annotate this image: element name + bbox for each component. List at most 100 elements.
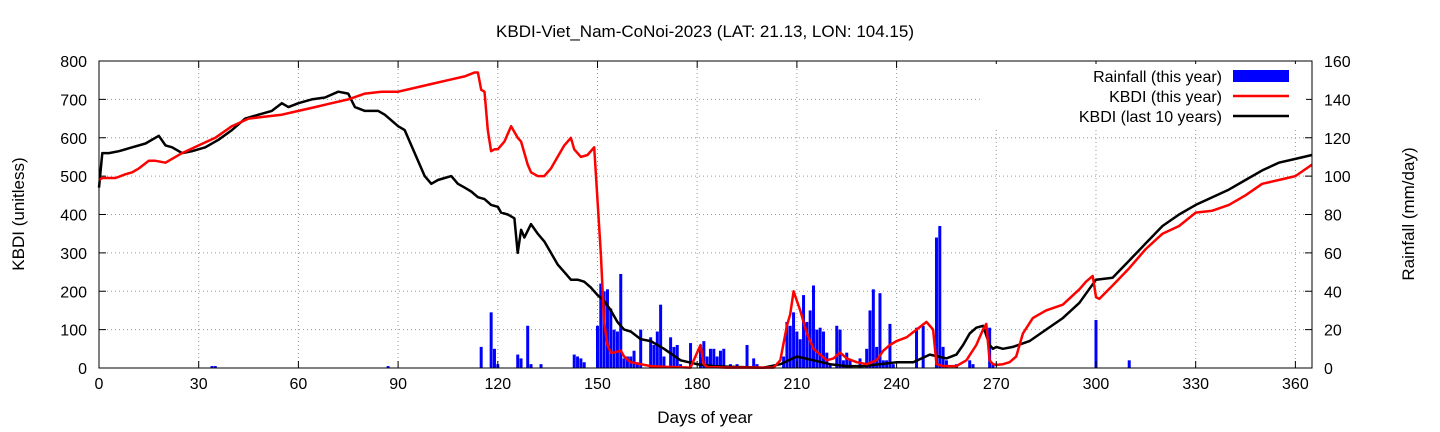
rainfall-bar — [699, 344, 703, 368]
x-tick-label: 180 — [684, 376, 711, 393]
y-tick-label: 800 — [60, 54, 87, 71]
rainfall-bar — [705, 356, 709, 368]
x-tick-label: 0 — [95, 376, 104, 393]
chart-title: KBDI-Viet_Nam-CoNoi-2023 (LAT: 21.13, LO… — [496, 22, 914, 41]
rainfall-bar — [619, 273, 623, 368]
rainfall-bar — [835, 325, 839, 368]
kbdi-this-year-line — [98, 71, 1313, 369]
rainfall-bar — [655, 331, 659, 368]
rainfall-bar — [745, 344, 749, 368]
legend-label: Rainfall (this year) — [1093, 69, 1222, 86]
y2-tick-label: 40 — [1324, 284, 1342, 301]
x-tick-label: 150 — [584, 376, 611, 393]
legend-swatch-rainfall — [1233, 70, 1289, 82]
y-tick-label: 200 — [60, 284, 87, 301]
rainfall-bar — [210, 366, 214, 368]
x-tick-label: 60 — [289, 376, 307, 393]
x-tick-label: 30 — [190, 376, 208, 393]
rainfall-bar — [579, 358, 583, 368]
rainfall-bar — [718, 350, 722, 368]
rainfall-bar — [815, 329, 819, 368]
rainfall-bar — [708, 348, 712, 368]
rainfall-bar — [582, 362, 586, 368]
rainfall-bar — [785, 321, 789, 368]
rainfall-bar — [798, 339, 802, 368]
rainfall-bar — [689, 343, 693, 368]
y-tick-label: 500 — [60, 169, 87, 186]
rainfall-bar — [805, 321, 809, 368]
rainfall-bar — [595, 325, 599, 368]
rainfall-bar — [722, 348, 726, 368]
x-tick-label: 300 — [1083, 376, 1110, 393]
rainfall-bar — [1094, 320, 1098, 368]
rainfall-bar — [792, 312, 796, 368]
x-tick-label: 210 — [784, 376, 811, 393]
rainfall-bar — [971, 364, 975, 368]
rainfall-bar — [875, 346, 879, 368]
rainfall-bar — [526, 325, 530, 368]
rainfall-bar — [828, 364, 832, 368]
rainfall-bar — [915, 327, 919, 368]
rainfall-bar — [845, 352, 849, 368]
rainfall-bar — [659, 304, 663, 368]
rainfall-bar — [529, 364, 533, 368]
legend-label: KBDI (this year) — [1109, 89, 1222, 106]
rainfall-bar — [715, 356, 719, 368]
x-tick-label: 120 — [484, 376, 511, 393]
y2-tick-label: 20 — [1324, 323, 1342, 340]
kbdi-lines — [97, 71, 1313, 369]
rainfall-bar — [944, 360, 948, 368]
x-tick-label: 330 — [1182, 376, 1209, 393]
y2-tick-label: 120 — [1324, 131, 1351, 148]
rainfall-bar — [755, 364, 759, 368]
rainfall-bar — [871, 289, 875, 368]
rainfall-bar — [539, 364, 543, 368]
rainfall-bar — [632, 350, 636, 368]
rainfall-bar — [479, 346, 483, 368]
y-tick-label: 0 — [78, 361, 87, 378]
rainfall-bar — [938, 226, 942, 368]
rainfall-bar — [489, 312, 493, 368]
rainfall-bar — [609, 308, 613, 368]
x-tick-label: 360 — [1282, 376, 1309, 393]
rainfall-bar — [838, 329, 842, 368]
legend: Rainfall (this year) KBDI (this year) KBDI… — [980, 64, 1306, 130]
rainfall-bar — [662, 356, 666, 368]
rainfall-bar — [516, 354, 520, 368]
rainfall-bar — [891, 364, 895, 368]
rainfall-bar — [652, 344, 656, 368]
y2-tick-label: 100 — [1324, 169, 1351, 186]
y2-tick-label: 160 — [1324, 54, 1351, 71]
rainfall-bar — [635, 362, 639, 368]
kbdi-last-10-years-line — [97, 90, 1313, 369]
y2-tick-label: 80 — [1324, 208, 1342, 225]
grid-lines — [99, 61, 1312, 368]
rainfall-bar — [576, 356, 580, 368]
rainfall-bar — [878, 293, 882, 368]
y-axis-label: KBDI (unitless) — [9, 157, 28, 270]
rainfall-bar — [213, 366, 217, 368]
rainfall-bar — [572, 354, 576, 368]
x-tick-label: 270 — [983, 376, 1010, 393]
rainfall-bar — [865, 348, 869, 368]
rainfall-bar — [625, 356, 629, 368]
rainfall-bar — [818, 327, 822, 368]
y-tick-label: 700 — [60, 92, 87, 109]
x-axis-label: Days of year — [657, 408, 753, 427]
rainfall-bar — [712, 348, 716, 368]
rainfall-bar — [841, 360, 845, 368]
y2-tick-label: 60 — [1324, 246, 1342, 263]
y2-tick-label: 0 — [1324, 361, 1333, 378]
rainfall-bar — [812, 285, 816, 368]
y-tick-label: 600 — [60, 131, 87, 148]
rainfall-bar — [519, 358, 523, 368]
rainfall-bar — [868, 310, 872, 368]
rainfall-bar — [848, 360, 852, 368]
rainfall-bar — [649, 337, 653, 368]
rainfall-bar — [702, 341, 706, 368]
rainfall-bar — [821, 331, 825, 368]
rainfall-bar — [1127, 360, 1131, 368]
rainfall-bar — [752, 358, 756, 368]
x-tick-label: 90 — [389, 376, 407, 393]
